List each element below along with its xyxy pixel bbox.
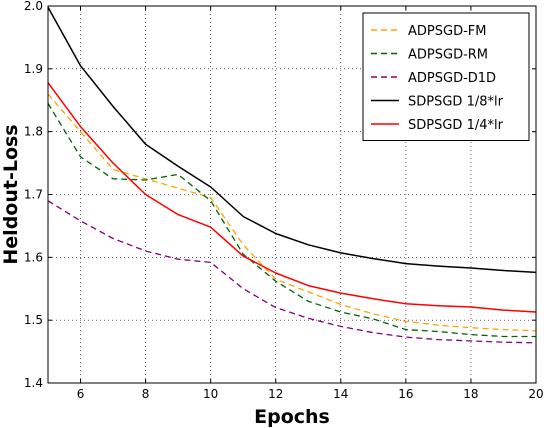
series-line-adpsgd-fm — [47, 93, 537, 332]
x-tick-label: 6 — [77, 387, 85, 401]
y-tick-label: 1.4 — [24, 376, 43, 390]
x-tick-label: 10 — [203, 387, 218, 401]
x-tick-label: 12 — [268, 387, 283, 401]
series-line-adpsgd-d1d — [47, 200, 537, 344]
legend-box — [362, 12, 530, 141]
x-axis-title: Epochs — [254, 406, 330, 428]
y-tick-label: 1.5 — [24, 313, 43, 327]
y-tick-label: 1.9 — [24, 62, 43, 76]
x-tick-labels: 6 8 10 12 14 16 18 20 — [77, 387, 544, 401]
y-tick-label: 2.0 — [24, 0, 43, 13]
x-tick-label: 14 — [333, 387, 348, 401]
legend-label: ADPSGD-D1D — [408, 71, 496, 86]
legend-label: ADPSGD-FM — [408, 24, 486, 39]
series-lines — [47, 6, 537, 344]
series-line-adpsgd-rm — [47, 103, 536, 338]
legend-label: ADPSGD-RM — [408, 48, 488, 63]
x-tick-label: 16 — [398, 387, 413, 401]
legend-label: SDPSGD 1/4*lr — [408, 118, 504, 133]
legend: ADPSGD-FM ADPSGD-RM ADPSGD-D1D SDPSGD 1/8*l… — [362, 12, 530, 141]
x-tick-label: 18 — [463, 387, 478, 401]
series-line-sdpsgd-1-4-lr — [47, 82, 537, 313]
y-axis-title: Heldout-Loss — [0, 124, 22, 264]
series-line-sdpsgd-1-8-lr — [47, 6, 537, 274]
x-tick-label: 20 — [528, 387, 543, 401]
x-tick-label: 8 — [142, 387, 150, 401]
axis-ticks — [48, 5, 537, 384]
y-tick-label: 1.8 — [24, 125, 43, 139]
y-tick-label: 1.7 — [24, 188, 43, 202]
y-tick-labels: 1.4 1.5 1.6 1.7 1.8 1.9 2.0 — [24, 0, 43, 390]
y-tick-label: 1.6 — [24, 250, 43, 264]
legend-label: SDPSGD 1/8*lr — [408, 95, 504, 110]
